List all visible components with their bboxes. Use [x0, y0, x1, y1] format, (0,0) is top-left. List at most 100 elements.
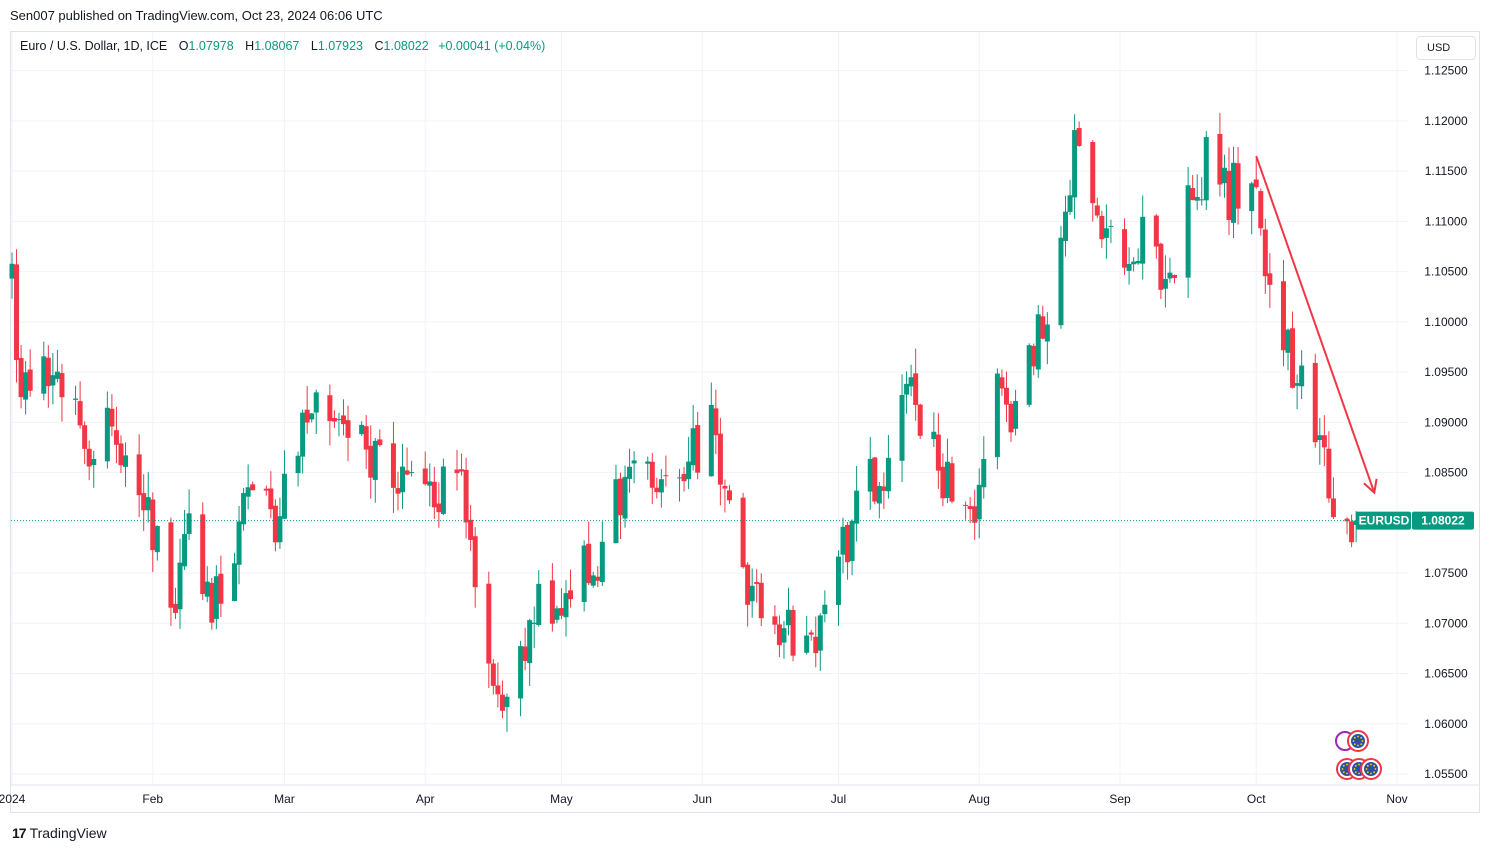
candle-down — [172, 603, 178, 613]
candle-up — [1103, 228, 1109, 238]
legend-symbol: Euro / U.S. Dollar, 1D, ICE — [20, 39, 168, 53]
y-tick-label: 1.08500 — [1424, 466, 1468, 480]
candle-down — [1349, 521, 1355, 543]
legend-low-label: L — [310, 39, 318, 53]
candle-up — [73, 398, 79, 400]
candle-up — [41, 356, 47, 394]
tradingview-brand[interactable]: 17 TradingView — [12, 825, 107, 841]
candle-up — [944, 461, 950, 499]
candle-up — [91, 459, 97, 466]
candle-up — [613, 479, 619, 544]
currency-button[interactable]: USD — [1416, 36, 1476, 60]
candle-up — [854, 490, 860, 524]
event-flag-eu-icon-star — [1353, 743, 1356, 746]
candle-down — [790, 610, 796, 656]
chart-frame — [10, 31, 1480, 813]
y-tick-label: 1.11000 — [1425, 214, 1468, 228]
candle-down — [1253, 179, 1259, 188]
y-tick-label: 1.09000 — [1424, 415, 1468, 429]
candle-up — [981, 458, 987, 488]
candle-up — [817, 615, 823, 651]
candle-up — [1221, 167, 1227, 184]
event-flag-eu-icon-star — [1366, 764, 1369, 767]
candle-up — [899, 395, 905, 461]
y-tick-label: 1.06000 — [1424, 717, 1468, 731]
candle-up — [300, 412, 306, 457]
candle-up — [1167, 272, 1173, 279]
arrow-head — [1363, 478, 1378, 495]
candle-up — [931, 431, 937, 440]
event-flag-eu-icon-star — [1346, 772, 1348, 775]
legend-open-label: O — [178, 39, 189, 53]
candle-down — [45, 357, 51, 387]
candle-down — [881, 486, 887, 491]
candle-down — [940, 466, 946, 499]
candle-up — [645, 461, 651, 464]
candle-down — [1326, 448, 1332, 499]
candle-up — [23, 372, 29, 400]
candle-up — [232, 563, 238, 602]
candle-down — [1280, 281, 1286, 351]
candle-up — [1249, 183, 1255, 212]
candle-up — [277, 516, 283, 543]
candle-down — [963, 504, 969, 506]
candle-down — [935, 434, 941, 471]
candle-up — [427, 481, 433, 486]
candle-up — [1063, 211, 1069, 242]
y-tick-label: 1.12500 — [1424, 64, 1468, 78]
candle-up — [627, 466, 633, 479]
candle-down — [813, 636, 819, 654]
candle-down — [1190, 188, 1196, 201]
x-tick-label: Mar — [274, 792, 295, 806]
candle-down — [136, 454, 142, 496]
event-flag-eu-icon-star — [1342, 771, 1345, 774]
legend-change: +0.00041 (+0.04%) — [438, 39, 546, 53]
candle-down — [14, 264, 20, 360]
candle-up — [994, 373, 1000, 458]
candle-up — [1299, 365, 1305, 387]
candle-up — [867, 458, 873, 492]
candle-up — [186, 513, 192, 534]
y-tick-label: 1.06500 — [1424, 667, 1468, 681]
event-flag-eu-icon-star — [1352, 740, 1355, 742]
candle-up — [690, 428, 696, 466]
candle-up — [1140, 216, 1146, 264]
candle-down — [109, 408, 115, 427]
candle-down — [327, 395, 333, 422]
event-flag-eu-icon-star — [1373, 771, 1376, 774]
candle-up — [1203, 137, 1209, 201]
candle-up — [622, 476, 628, 519]
y-tick-label: 1.11500 — [1425, 164, 1468, 178]
candle-down — [304, 409, 310, 423]
candle-up — [1108, 225, 1114, 227]
price-tag-symbol: EURUSD — [1359, 514, 1410, 528]
last-price-tag: EURUSD 1.08022 — [1356, 511, 1474, 530]
candle-up — [1131, 261, 1137, 265]
candle-down — [345, 420, 351, 438]
candle-up — [504, 696, 510, 708]
event-flag-eu-icon-star — [1354, 764, 1357, 767]
candle-down — [745, 564, 751, 605]
price-tag-value: 1.08022 — [1421, 514, 1465, 528]
candle-up — [908, 377, 914, 387]
event-flag-eu-icon-star — [1361, 740, 1364, 742]
candle-down — [1312, 362, 1318, 443]
candle-up — [1035, 314, 1041, 370]
candle-up — [204, 581, 210, 597]
candle-down — [772, 616, 778, 625]
candle-up — [599, 541, 605, 583]
candle-down — [758, 582, 764, 619]
publisher-line: Sen007 published on TradingView.com, Oct… — [10, 8, 383, 23]
candle-down — [1076, 128, 1082, 146]
candle-up — [1072, 130, 1078, 198]
y-tick-label: 1.12000 — [1424, 114, 1468, 128]
event-flag-eu-icon-star — [1346, 763, 1348, 766]
event-flag-eu-icon-star — [1370, 772, 1372, 775]
x-tick-label: Sep — [1109, 792, 1131, 806]
candle-up — [309, 413, 315, 420]
candle-down — [404, 470, 410, 475]
candle-up — [154, 525, 160, 553]
candle-up — [749, 585, 755, 602]
candle-down — [695, 425, 701, 473]
